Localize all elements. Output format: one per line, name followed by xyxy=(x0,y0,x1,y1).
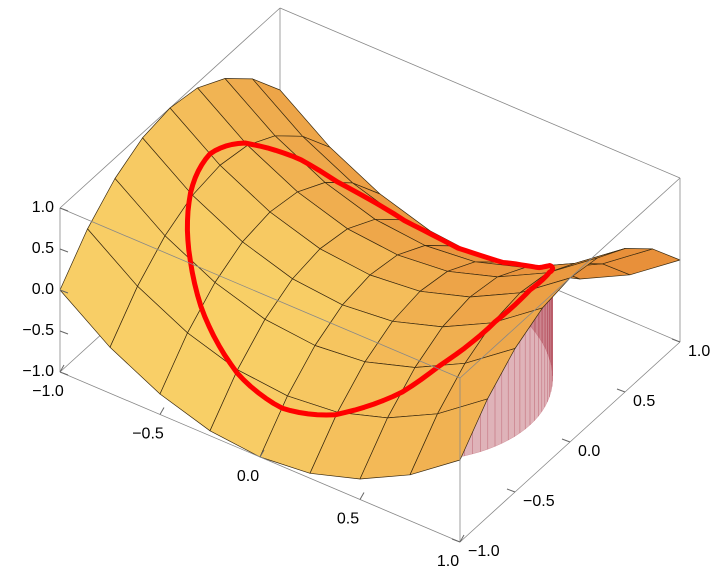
x-tick xyxy=(359,492,365,500)
box-edge xyxy=(459,177,681,379)
z-tick xyxy=(59,330,69,335)
surface-patch xyxy=(409,398,488,476)
y-tick xyxy=(616,388,626,393)
x-tick-label: 1.0 xyxy=(437,553,459,570)
x-tick-label: −1.0 xyxy=(32,383,64,400)
x-tick-label: −0.5 xyxy=(132,426,164,443)
y-tick-label: 1.0 xyxy=(688,343,710,360)
box-edge xyxy=(59,207,461,379)
z-tick xyxy=(59,289,69,294)
x-tick xyxy=(459,534,465,543)
y-tick xyxy=(671,338,681,343)
y-tick-label: −0.5 xyxy=(523,493,555,510)
surface-curve xyxy=(184,140,556,418)
z-tick-label: −0.5 xyxy=(22,322,54,339)
x-tick xyxy=(259,449,265,458)
z-tick-label: 1.0 xyxy=(32,199,54,216)
box-edge xyxy=(279,7,681,179)
z-tick xyxy=(59,248,69,253)
x-tick-label: 0.5 xyxy=(337,511,359,528)
x-tick xyxy=(59,364,65,373)
z-tick-label: 0.5 xyxy=(32,240,54,257)
y-tick-label: 0.0 xyxy=(578,443,600,460)
x-tick xyxy=(159,407,165,415)
y-tick-label: −1.0 xyxy=(468,543,500,560)
z-tick xyxy=(59,207,69,212)
y-tick-label: 0.5 xyxy=(633,393,655,410)
y-tick xyxy=(451,538,461,543)
z-tick-label: −1.0 xyxy=(22,363,54,380)
y-tick xyxy=(561,438,571,443)
y-tick xyxy=(506,488,516,493)
z-tick xyxy=(59,371,69,376)
x-tick-label: 0.0 xyxy=(237,468,259,485)
z-tick-label: 0.0 xyxy=(32,281,54,298)
